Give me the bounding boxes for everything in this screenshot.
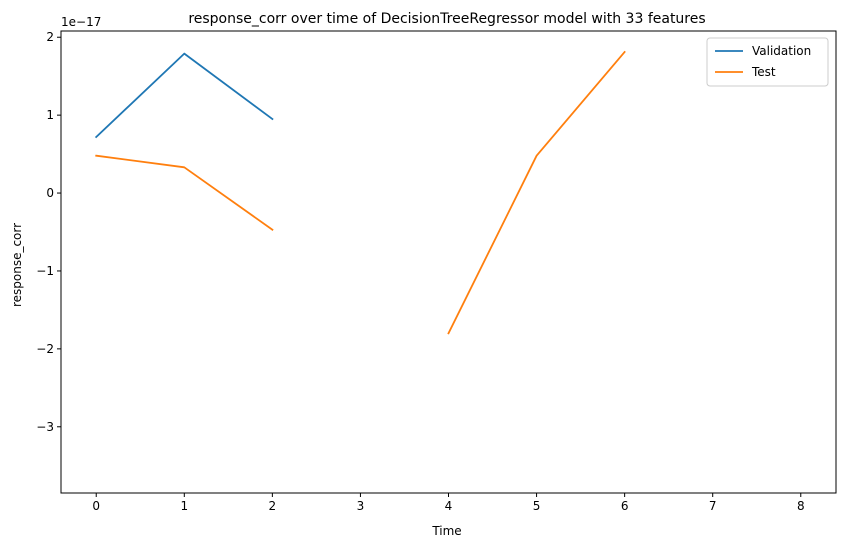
y-tick-label: 2	[46, 30, 54, 44]
x-tick-label: 0	[92, 499, 100, 513]
x-tick-label: 6	[621, 499, 629, 513]
x-tick-label: 4	[445, 499, 453, 513]
y-tick-label: −2	[36, 342, 54, 356]
x-tick-label: 3	[357, 499, 365, 513]
x-tick-label: 8	[797, 499, 805, 513]
y-axis-ticks: −3 −2 −1 0 1 2	[36, 30, 61, 434]
legend-box	[706, 37, 829, 87]
y-axis-offset-label: 1e−17	[61, 15, 101, 29]
series-lines	[94, 50, 626, 335]
series-line-validation	[94, 52, 274, 139]
y-tick-label: 0	[46, 186, 54, 200]
series-line-test	[447, 50, 626, 335]
legend-label: Validation	[752, 44, 811, 58]
y-tick-label: −1	[36, 264, 54, 278]
plot-area-frame	[60, 30, 837, 494]
x-tick-label: 2	[269, 499, 277, 513]
chart-title: response_corr over time of DecisionTreeR…	[188, 11, 705, 27]
x-tick-label: 1	[180, 499, 188, 513]
y-tick-label: 1	[46, 108, 54, 122]
legend: Validation Test	[706, 37, 829, 87]
legend-label: Test	[751, 65, 776, 79]
y-axis-title: response_corr	[10, 223, 24, 307]
x-tick-label: 5	[533, 499, 541, 513]
series-line-test	[95, 154, 274, 231]
x-axis-title: Time	[431, 524, 461, 538]
y-tick-label: −3	[36, 420, 54, 434]
x-tick-label: 7	[709, 499, 717, 513]
x-axis-ticks: 0 1 2 3 4 5 6 7 8	[92, 493, 805, 513]
